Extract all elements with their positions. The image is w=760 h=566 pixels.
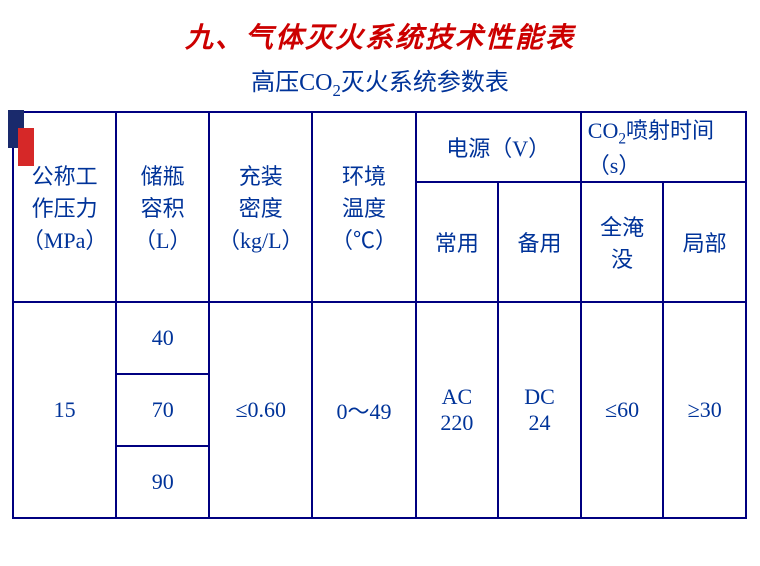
- td-power-common: AC220: [416, 302, 499, 518]
- deco-red-bar: [18, 128, 34, 166]
- th-temp: 环境温度（℃）: [312, 112, 415, 302]
- td-pressure: 15: [13, 302, 116, 518]
- td-volume-2: 90: [116, 446, 209, 518]
- th-density: 充装密度（kg/L）: [209, 112, 312, 302]
- td-spray-partial: ≥30: [663, 302, 746, 518]
- th-spray: CO2喷射时间（s）: [581, 112, 746, 182]
- td-power-backup: DC24: [498, 302, 581, 518]
- td-temp: 0～49: [312, 302, 415, 518]
- th-power-backup: 备用: [498, 182, 581, 302]
- th-power-common: 常用: [416, 182, 499, 302]
- sub-title: 高压CO2灭火系统参数表: [0, 56, 760, 111]
- th-power: 电源（V）: [416, 112, 581, 182]
- main-title: 九、气体灭火系统技术性能表: [0, 0, 760, 56]
- parameter-table: 公称工作压力（MPa）储瓶容积（L）充装密度（kg/L）环境温度（℃）电源（V）…: [12, 111, 747, 519]
- td-volume-1: 70: [116, 374, 209, 446]
- td-spray-full: ≤60: [581, 302, 664, 518]
- th-spray-partial: 局部: [663, 182, 746, 302]
- td-density: ≤0.60: [209, 302, 312, 518]
- corner-decoration: [8, 110, 36, 170]
- th-volume: 储瓶容积（L）: [116, 112, 209, 302]
- td-volume-0: 40: [116, 302, 209, 374]
- th-spray-full: 全淹没: [581, 182, 664, 302]
